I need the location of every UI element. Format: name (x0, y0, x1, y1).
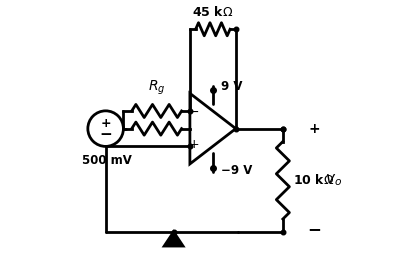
Text: 500 mV: 500 mV (82, 153, 132, 167)
Text: −: − (99, 127, 112, 142)
Text: −9 V: −9 V (220, 164, 252, 177)
Text: 45 k$\Omega$: 45 k$\Omega$ (192, 5, 233, 19)
Text: −: − (307, 220, 320, 238)
Text: $R_g$: $R_g$ (148, 78, 165, 97)
Polygon shape (164, 232, 182, 246)
Text: 9 V: 9 V (220, 80, 242, 93)
Text: $v_o$: $v_o$ (324, 172, 341, 188)
Text: +: + (188, 138, 199, 151)
Text: +: + (308, 122, 319, 136)
Text: −: − (188, 106, 199, 119)
Text: +: + (100, 117, 111, 130)
Text: 10 k$\Omega$: 10 k$\Omega$ (292, 173, 334, 187)
